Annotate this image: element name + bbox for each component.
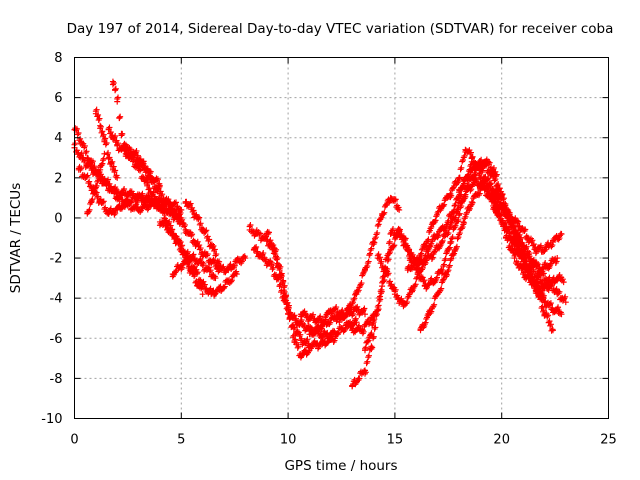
data-point <box>216 263 223 270</box>
series-trace-track-05 <box>92 106 120 180</box>
series-track-24 <box>502 232 567 296</box>
plot-frame <box>74 57 609 419</box>
x-tick-label: 25 <box>600 433 617 448</box>
axis-ticks <box>74 57 609 419</box>
data-point <box>199 291 206 298</box>
y-tick-label: 4 <box>54 131 62 146</box>
x-axis-label: GPS time / hours <box>284 458 397 474</box>
y-tick-labels: -10 -8 -6 -4 -2 0 2 4 6 8 <box>41 51 62 427</box>
x-tick-label: 20 <box>493 433 510 448</box>
x-tick-labels: 0 5 10 15 20 25 <box>70 433 616 448</box>
series-track-16 <box>306 303 368 338</box>
y-tick-label: 8 <box>54 51 62 66</box>
series-trace-track-21 <box>417 180 560 333</box>
series-trace-track-04 <box>84 155 107 217</box>
series-trace-track-11 <box>182 198 223 267</box>
series-track-05 <box>92 106 121 181</box>
series-track-09 <box>156 218 240 299</box>
series-trace-track-06 <box>109 79 163 189</box>
series-trace-track-09 <box>156 218 240 299</box>
y-tick-label: 6 <box>54 91 62 106</box>
series-trace-track-25 <box>336 195 402 323</box>
series-track-04 <box>84 150 108 217</box>
series-trace-track-23 <box>490 195 564 257</box>
series-trace-track-16 <box>306 303 368 338</box>
series-track-23 <box>490 195 565 257</box>
y-tick-label: -10 <box>41 412 62 427</box>
y-tick-label: -2 <box>50 252 63 267</box>
series-track-21 <box>417 180 561 334</box>
x-tick-label: 5 <box>177 433 185 448</box>
data-points <box>71 78 569 390</box>
series-trace-track-13 <box>250 243 359 342</box>
series-track-08 <box>122 144 249 276</box>
series-trace-track-24 <box>502 232 566 296</box>
y-tick-label: 2 <box>54 171 62 186</box>
x-tick-label: 0 <box>70 433 78 448</box>
y-tick-label: -6 <box>50 332 63 347</box>
series-track-25 <box>336 194 403 326</box>
series-track-14 <box>263 228 339 352</box>
y-tick-label: 0 <box>54 211 62 226</box>
y-tick-label: -4 <box>50 292 63 307</box>
series-trace-track-08 <box>122 144 248 276</box>
series-trace-track-14 <box>263 228 338 352</box>
series-trace-track-03 <box>75 163 184 221</box>
chart-title: Day 197 of 2014, Sidereal Day-to-day VTE… <box>67 21 614 37</box>
series-track-06 <box>109 78 163 189</box>
x-tick-label: 10 <box>280 433 297 448</box>
series-track-11 <box>182 198 223 270</box>
y-tick-label: -8 <box>50 372 63 387</box>
series-trace-track-10 <box>169 251 218 281</box>
series-track-10 <box>169 251 219 282</box>
x-tick-label: 15 <box>387 433 404 448</box>
series-track-13 <box>250 243 360 342</box>
y-axis-label: SDTVAR / TECUs <box>8 183 24 293</box>
data-point <box>101 150 108 157</box>
